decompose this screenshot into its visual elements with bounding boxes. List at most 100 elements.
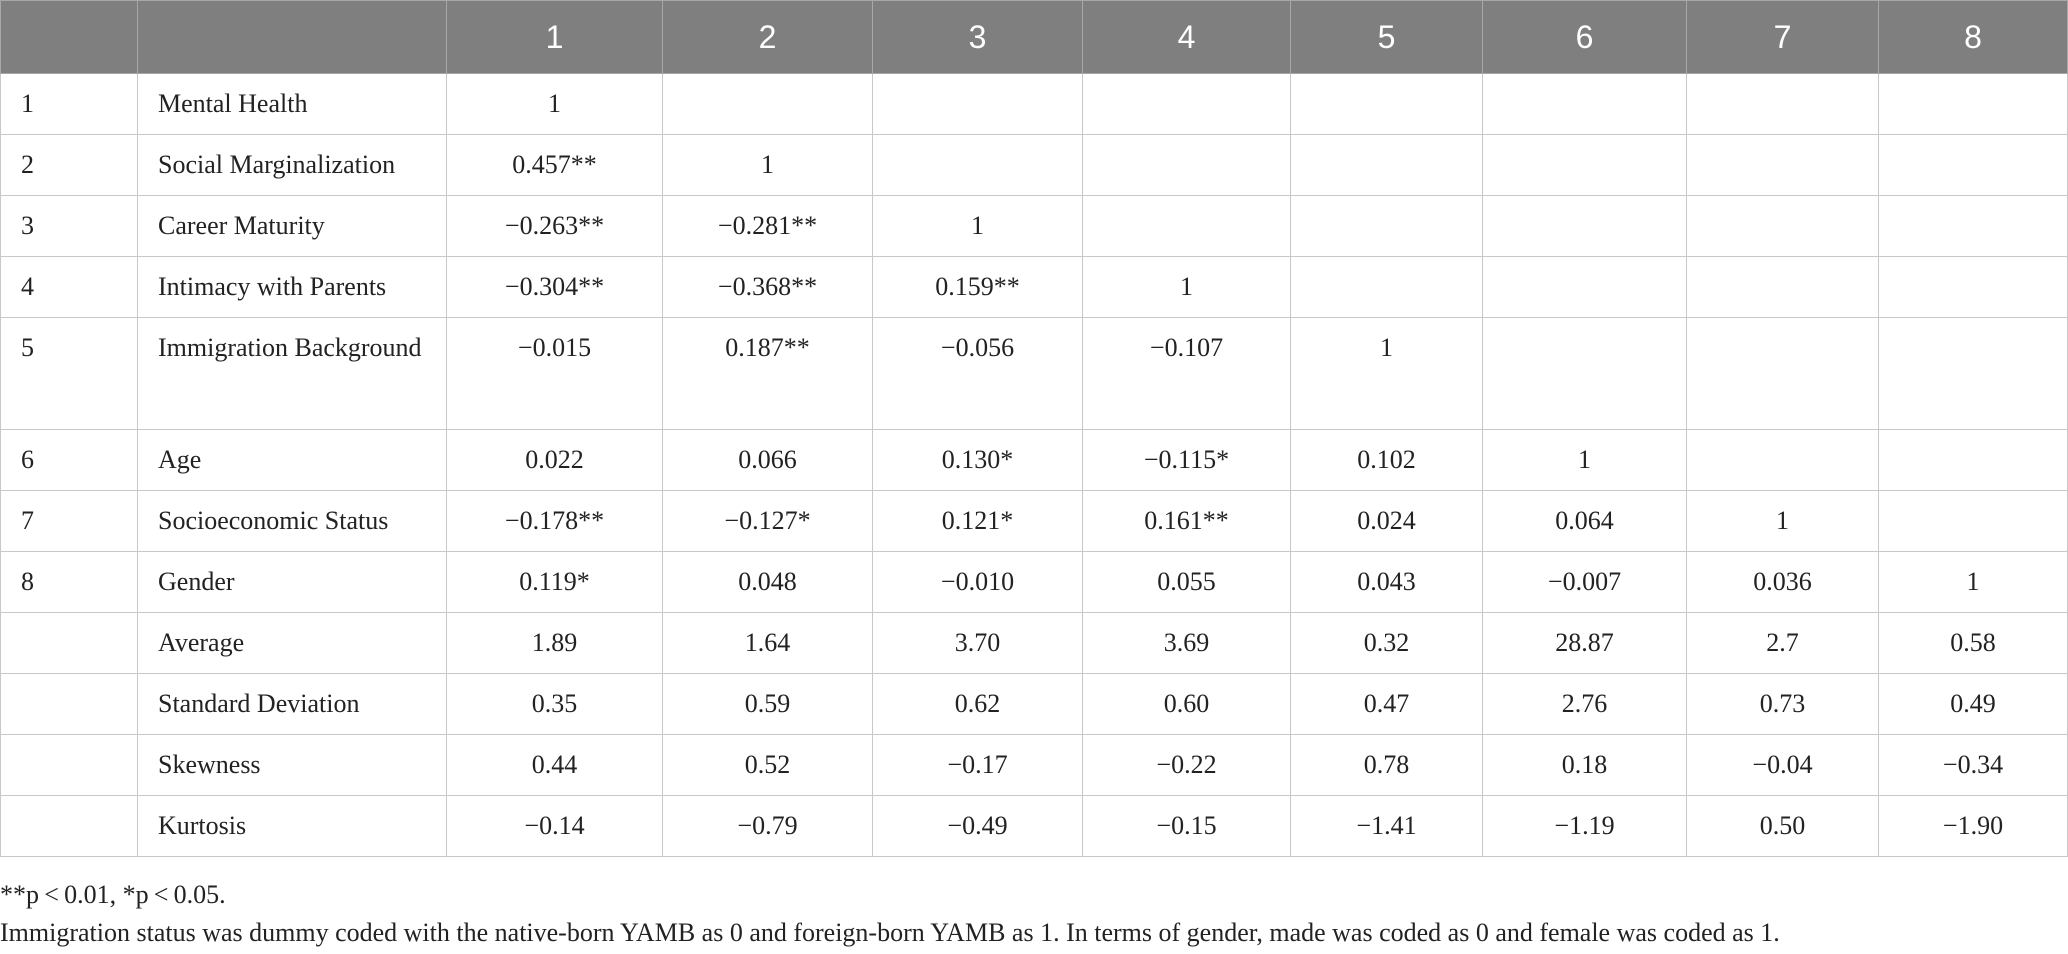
row-index (0, 612, 138, 674)
table-cell: 0.043 (1290, 551, 1483, 613)
table-cell: 0.130* (872, 429, 1083, 491)
row-index (0, 673, 138, 735)
table-cell: 0.50 (1686, 795, 1879, 857)
table-row: 6 Age 0.022 0.066 0.130* −0.115* 0.102 1 (0, 429, 2068, 491)
variable-label: Immigration Background (137, 317, 447, 430)
table-cell (1878, 195, 2068, 257)
table-cell: 1 (1878, 551, 2068, 613)
table-row: 2 Social Marginalization 0.457** 1 (0, 134, 2068, 196)
table-cell (1082, 73, 1291, 135)
table-cell: 28.87 (1482, 612, 1687, 674)
table-cell (1290, 256, 1483, 318)
table-row: 3 Career Maturity −0.263** −0.281** 1 (0, 195, 2068, 257)
table-cell: −0.368** (662, 256, 873, 318)
table-cell (1482, 134, 1687, 196)
table-row: 7 Socioeconomic Status −0.178** −0.127* 0.12… (0, 490, 2068, 552)
table-cell: 0.022 (446, 429, 663, 491)
variable-label: Mental Health (137, 73, 447, 135)
table-cell: 2.7 (1686, 612, 1879, 674)
table-cell: 0.024 (1290, 490, 1483, 552)
column-header (0, 0, 138, 74)
table-cell: −0.127* (662, 490, 873, 552)
table-cell (1482, 195, 1687, 257)
table-cell: 0.036 (1686, 551, 1879, 613)
table-cell (1878, 73, 2068, 135)
table-cell (1878, 134, 2068, 196)
table-cell: 1 (662, 134, 873, 196)
column-header (137, 0, 447, 74)
table-cell: 1.64 (662, 612, 873, 674)
table-row: Standard Deviation 0.35 0.59 0.62 0.60 0.47 2.… (0, 673, 2068, 735)
table-cell: −0.107 (1082, 317, 1291, 430)
table-cell: 0.187** (662, 317, 873, 430)
variable-label: Socioeconomic Status (137, 490, 447, 552)
row-index: 4 (0, 256, 138, 318)
table-row: Kurtosis −0.14 −0.79 −0.49 −0.15 −1.41 −1.19 0.… (0, 795, 2068, 857)
row-index (0, 734, 138, 796)
row-index: 2 (0, 134, 138, 196)
table-cell: 0.066 (662, 429, 873, 491)
table-cell (872, 73, 1083, 135)
table-cell: 0.055 (1082, 551, 1291, 613)
table-cell: 0.048 (662, 551, 873, 613)
table-cell: −0.79 (662, 795, 873, 857)
table-cell (1878, 429, 2068, 491)
table-cell: −0.304** (446, 256, 663, 318)
table-cell: 0.457** (446, 134, 663, 196)
table-cell (1082, 134, 1291, 196)
variable-label: Average (137, 612, 447, 674)
table-cell: 1.89 (446, 612, 663, 674)
variable-label: Age (137, 429, 447, 491)
table-row: Average 1.89 1.64 3.70 3.69 0.32 28.87 2.7 0.58 (0, 612, 2068, 674)
table-notes: **p < 0.01, *p < 0.05. Immigration statu… (0, 876, 1780, 952)
table-cell: −0.14 (446, 795, 663, 857)
significance-note: **p < 0.01, *p < 0.05. (0, 880, 226, 909)
table-cell: 0.102 (1290, 429, 1483, 491)
variable-label: Kurtosis (137, 795, 447, 857)
table-cell: −0.007 (1482, 551, 1687, 613)
table-cell: −0.04 (1686, 734, 1879, 796)
table-cell: −0.010 (872, 551, 1083, 613)
table-cell: 1 (446, 73, 663, 135)
table-cell (1482, 73, 1687, 135)
table-cell: −0.178** (446, 490, 663, 552)
variable-label: Standard Deviation (137, 673, 447, 735)
table-cell: −0.015 (446, 317, 663, 430)
table-cell (1290, 195, 1483, 257)
row-index: 5 (0, 317, 138, 430)
table-cell (1686, 429, 1879, 491)
table-cell: −1.90 (1878, 795, 2068, 857)
table-cell (662, 73, 873, 135)
table-cell (1482, 256, 1687, 318)
table-cell: 1 (1482, 429, 1687, 491)
column-header: 4 (1082, 0, 1291, 74)
table-cell: 0.119* (446, 551, 663, 613)
table-cell: 0.159** (872, 256, 1083, 318)
table-cell (1686, 195, 1879, 257)
column-header: 7 (1686, 0, 1879, 74)
variable-label: Intimacy with Parents (137, 256, 447, 318)
row-index (0, 795, 138, 857)
variable-label: Career Maturity (137, 195, 447, 257)
row-index: 7 (0, 490, 138, 552)
column-header: 8 (1878, 0, 2068, 74)
row-index: 6 (0, 429, 138, 491)
table-cell: 0.32 (1290, 612, 1483, 674)
table-cell (1290, 134, 1483, 196)
table-cell (1686, 134, 1879, 196)
table-cell (1482, 317, 1687, 430)
table-cell (872, 134, 1083, 196)
table-cell: 0.18 (1482, 734, 1687, 796)
row-index: 8 (0, 551, 138, 613)
table-row: Skewness 0.44 0.52 −0.17 −0.22 0.78 0.18 −0.04−… (0, 734, 2068, 796)
table-cell: 0.064 (1482, 490, 1687, 552)
table-cell: −0.49 (872, 795, 1083, 857)
table-cell (1290, 73, 1483, 135)
table-cell: 1 (1686, 490, 1879, 552)
table-cell: −0.22 (1082, 734, 1291, 796)
table-cell: −0.15 (1082, 795, 1291, 857)
table-cell: 1 (872, 195, 1083, 257)
table-cell: 1 (1082, 256, 1291, 318)
